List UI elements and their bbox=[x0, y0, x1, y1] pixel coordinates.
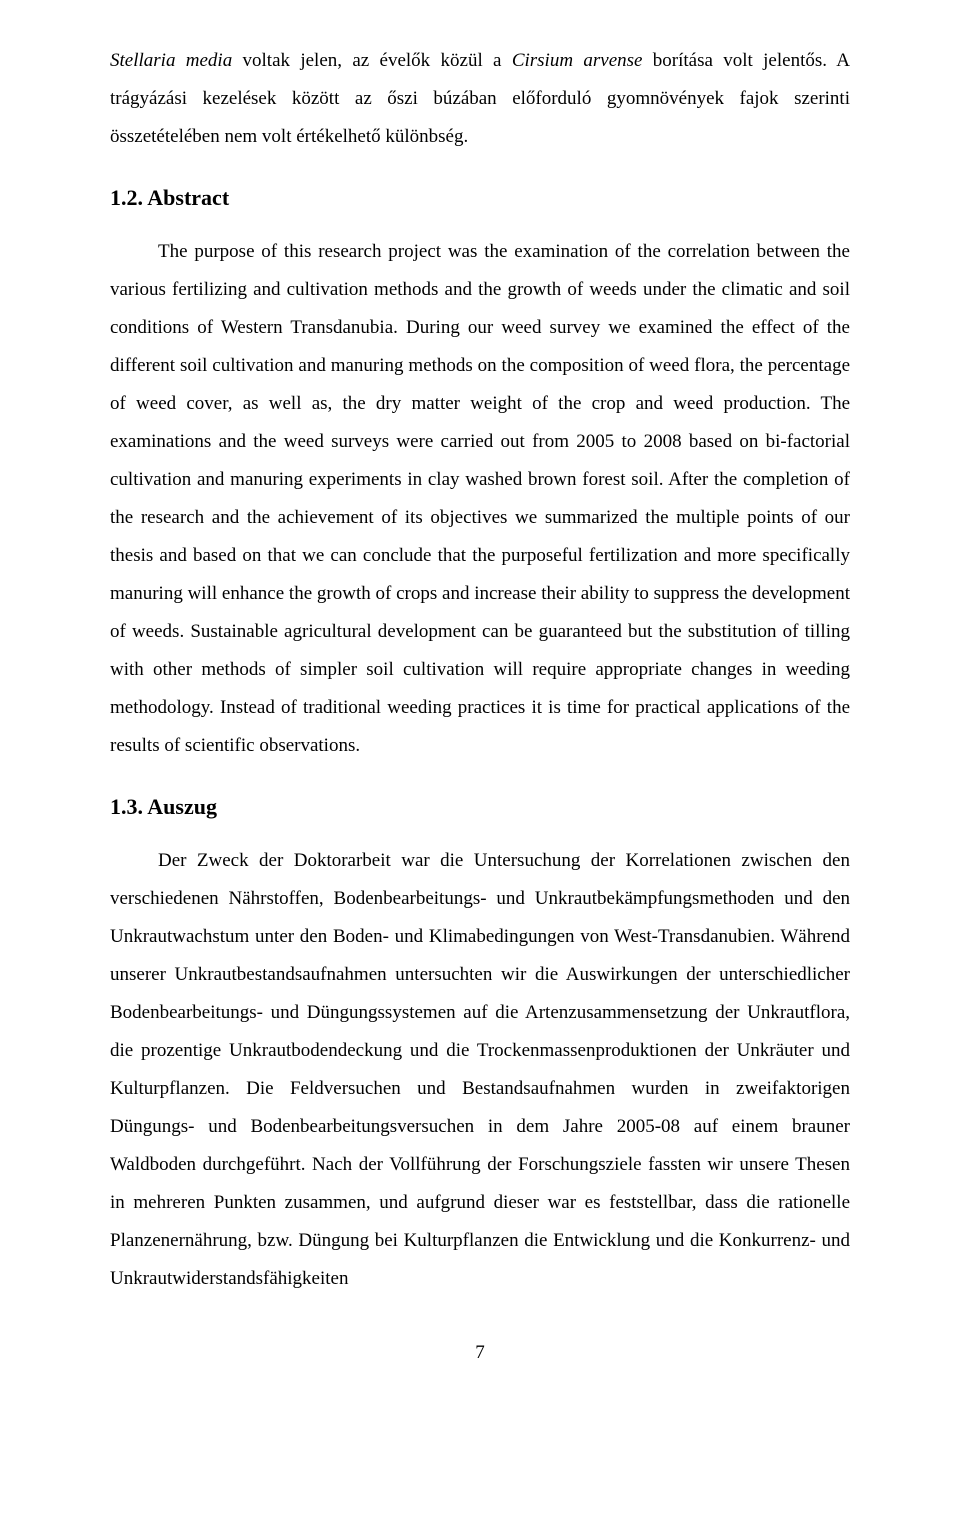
intro-text-1: voltak jelen, az évelők közül a bbox=[243, 50, 512, 71]
document-page: Stellaria media voltak jelen, az évelők … bbox=[0, 0, 960, 1412]
auszug-heading: 1.3. Auszug bbox=[110, 789, 850, 824]
page-number: 7 bbox=[110, 1334, 850, 1372]
auszug-paragraph: Der Zweck der Doktorarbeit war die Unter… bbox=[110, 842, 850, 1298]
abstract-paragraph: The purpose of this research project was… bbox=[110, 233, 850, 765]
species-name-2: Cirsium arvense bbox=[512, 50, 653, 71]
species-name-1: Stellaria media bbox=[110, 50, 243, 71]
abstract-heading: 1.2. Abstract bbox=[110, 180, 850, 215]
intro-paragraph: Stellaria media voltak jelen, az évelők … bbox=[110, 42, 850, 156]
